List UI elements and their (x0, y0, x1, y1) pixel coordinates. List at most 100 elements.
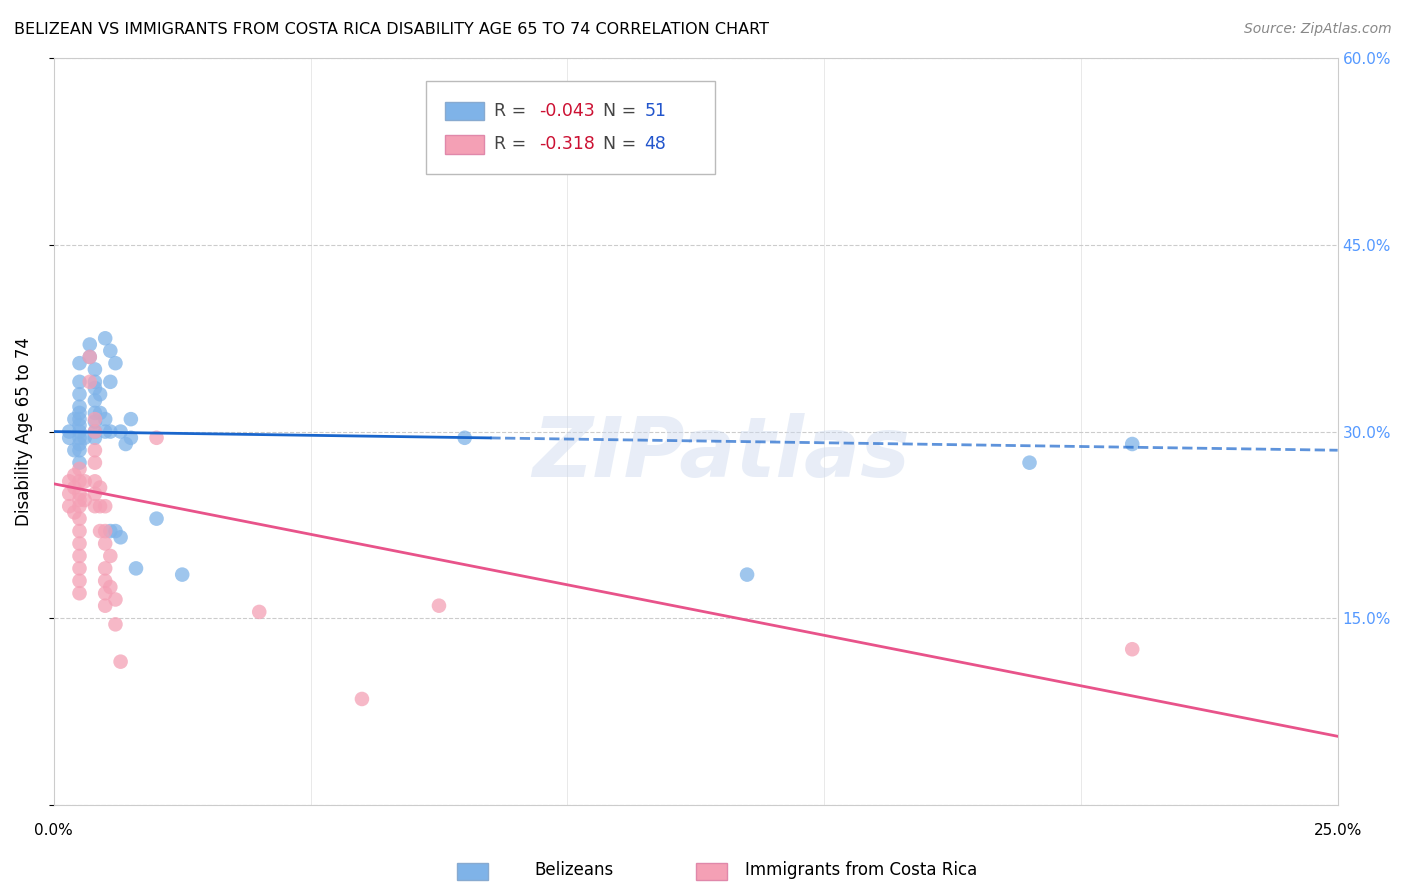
Text: N =: N = (603, 136, 643, 153)
Point (69, 400, 91, 414)
Text: 25.0%: 25.0% (1313, 823, 1362, 838)
Point (172, 567, 194, 582)
Point (63, 412, 86, 426)
Point (84, 406, 107, 420)
Point (58, 487, 80, 501)
Point (84, 425, 107, 439)
Point (120, 412, 142, 426)
FancyBboxPatch shape (426, 81, 716, 174)
Point (94, 536, 117, 550)
Point (94, 425, 117, 439)
Point (69, 418, 91, 433)
Point (94, 412, 117, 426)
Point (94, 586, 117, 600)
Point (69, 387, 91, 401)
Point (69, 493, 91, 508)
Point (84, 456, 107, 470)
Text: Source: ZipAtlas.com: Source: ZipAtlas.com (1244, 22, 1392, 37)
Point (350, 692, 373, 706)
Point (94, 561, 117, 575)
Point (84, 415, 107, 429)
Point (63, 468, 86, 483)
Point (114, 437, 136, 451)
Point (69, 425, 91, 439)
Point (73, 431, 96, 445)
Point (89, 387, 111, 401)
Point (69, 524, 91, 538)
Point (98, 375, 121, 389)
Point (427, 599, 450, 613)
Point (89, 499, 111, 513)
Point (1121, 437, 1143, 451)
Point (73, 493, 96, 508)
Point (98, 425, 121, 439)
Point (69, 574, 91, 588)
Bar (446, 136, 484, 154)
Point (63, 481, 86, 495)
Point (79, 350, 101, 364)
Point (69, 431, 91, 445)
Point (94, 331, 117, 345)
Point (69, 499, 91, 513)
Point (69, 511, 91, 525)
Text: ZIPatlas: ZIPatlas (533, 414, 910, 494)
Bar (446, 102, 484, 120)
Point (84, 431, 107, 445)
Y-axis label: Disability Age 65 to 74: Disability Age 65 to 74 (15, 337, 32, 526)
Text: 48: 48 (644, 136, 666, 153)
Point (247, 605, 270, 619)
Text: Belizeans: Belizeans (534, 861, 613, 879)
Text: BELIZEAN VS IMMIGRANTS FROM COSTA RICA DISABILITY AGE 65 TO 74 CORRELATION CHART: BELIZEAN VS IMMIGRANTS FROM COSTA RICA D… (14, 22, 769, 37)
Point (58, 475, 80, 489)
Text: Immigrants from Costa Rica: Immigrants from Costa Rica (745, 861, 977, 879)
Text: 0.0%: 0.0% (35, 823, 73, 838)
Point (69, 437, 91, 451)
Point (94, 574, 117, 588)
Point (120, 431, 142, 445)
Point (69, 406, 91, 420)
Point (98, 580, 121, 594)
Point (79, 337, 101, 351)
Point (69, 561, 91, 575)
Point (145, 511, 167, 525)
Point (73, 475, 96, 489)
Point (69, 536, 91, 550)
Point (58, 431, 80, 445)
Point (104, 592, 127, 607)
Point (125, 561, 148, 575)
Point (89, 406, 111, 420)
Point (1121, 642, 1143, 657)
Point (69, 487, 91, 501)
Point (84, 475, 107, 489)
Point (84, 393, 107, 408)
Point (453, 431, 475, 445)
Point (58, 499, 80, 513)
Text: -0.318: -0.318 (538, 136, 595, 153)
Point (84, 425, 107, 439)
Point (84, 412, 107, 426)
Point (63, 443, 86, 458)
Point (94, 599, 117, 613)
Text: -0.043: -0.043 (538, 102, 595, 120)
Text: R =: R = (494, 102, 531, 120)
Point (69, 586, 91, 600)
Point (69, 456, 91, 470)
Point (84, 362, 107, 376)
Point (69, 475, 91, 489)
Point (104, 524, 127, 538)
Point (110, 425, 132, 439)
Point (94, 499, 117, 513)
Point (89, 524, 111, 538)
Point (63, 505, 86, 519)
Point (79, 350, 101, 364)
Point (98, 524, 121, 538)
Point (84, 443, 107, 458)
Point (89, 481, 111, 495)
Point (104, 356, 127, 370)
Point (69, 443, 91, 458)
Text: R =: R = (494, 136, 531, 153)
Point (58, 425, 80, 439)
Point (104, 617, 127, 632)
Point (69, 462, 91, 476)
Point (110, 655, 132, 669)
